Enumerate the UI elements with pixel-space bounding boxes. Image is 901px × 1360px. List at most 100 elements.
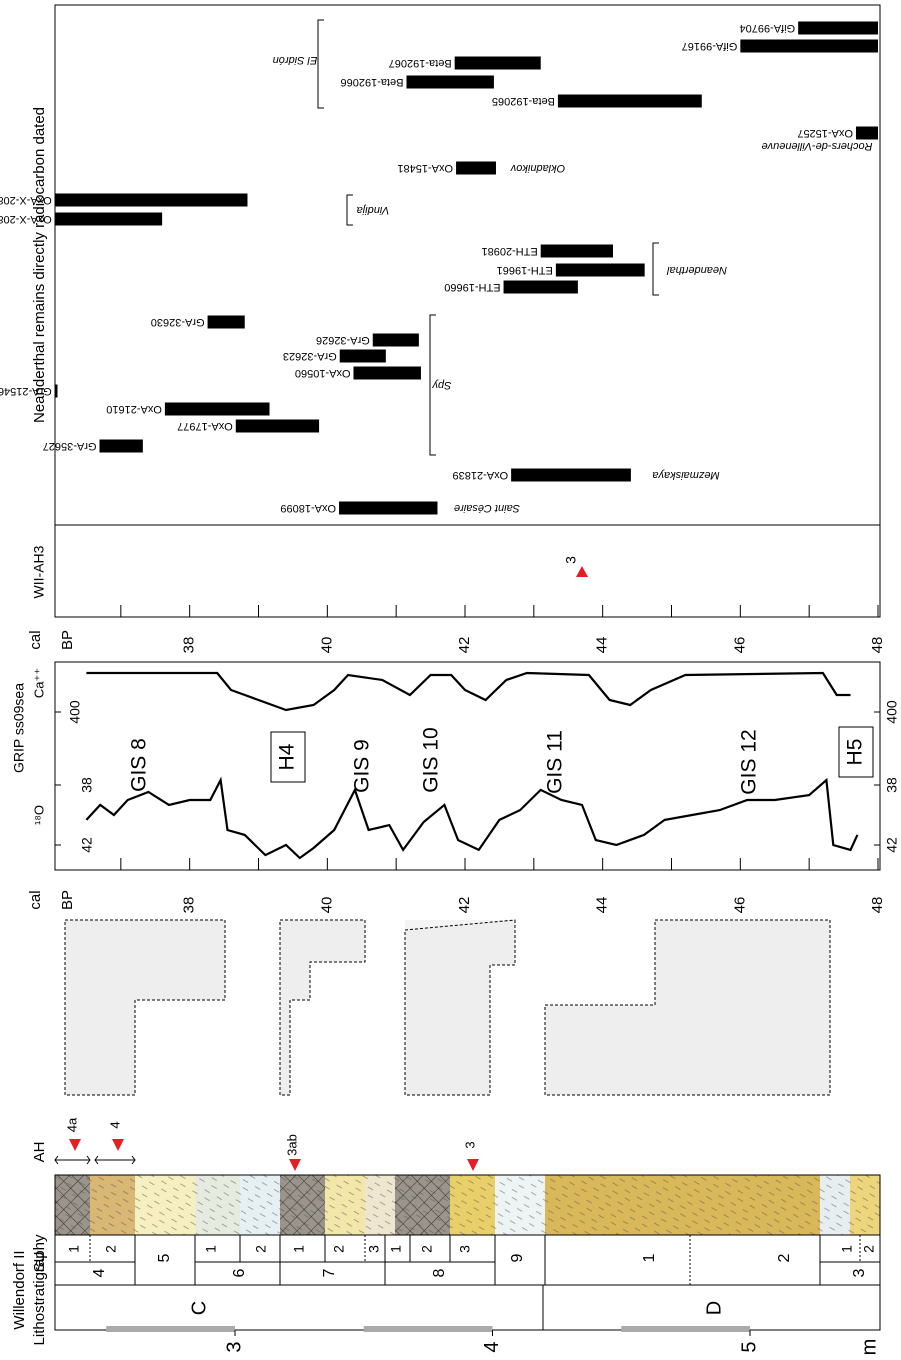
- su-number: 9: [509, 1253, 526, 1262]
- sample-label: GifA-99704: [739, 22, 795, 34]
- sub-su-number: 1: [291, 1245, 307, 1253]
- date-bar: [511, 468, 631, 482]
- sample-label: Beta-192065: [492, 95, 555, 107]
- ah-marker: [289, 1159, 301, 1171]
- date-bar: [339, 501, 438, 515]
- su-number: 7: [321, 1268, 338, 1277]
- date-bar: [235, 419, 320, 433]
- sub-su-number: 3: [366, 1245, 382, 1253]
- date-bar: [740, 39, 878, 53]
- x-label: cal: [27, 630, 44, 649]
- sub-su-number: 1: [66, 1245, 82, 1253]
- site-bracket: [652, 242, 659, 296]
- step-shape: [64, 919, 226, 1096]
- sub-su-number: 2: [253, 1245, 269, 1253]
- occupation-steps: [64, 919, 831, 1096]
- annotation: H4: [276, 743, 299, 770]
- sample-label: ETH-20981: [481, 245, 537, 257]
- date-bar: [54, 193, 248, 207]
- sample-label: OxA-21610: [106, 403, 162, 415]
- site-label: Vindija: [357, 204, 390, 216]
- su-number: 5: [156, 1253, 173, 1262]
- sample-label: GrA-35627: [43, 440, 97, 452]
- date-bar: [353, 366, 421, 380]
- sample-label: OxA-15481: [397, 162, 453, 174]
- sample-label: Beta-192066: [340, 76, 403, 88]
- ah-marker: [69, 1139, 81, 1151]
- litho-title: Lithostratigraphy: [31, 1234, 48, 1345]
- date-bar: [164, 402, 270, 416]
- sub-su-number: 1: [388, 1245, 404, 1253]
- unit-label: D: [703, 1301, 725, 1315]
- date-bar: [54, 384, 58, 398]
- ah-label: 4: [107, 1121, 122, 1128]
- sample-label: Beta-192067: [389, 57, 452, 69]
- litho-column: [54, 1174, 881, 1236]
- y2-tick-label: 400: [67, 700, 83, 724]
- dates-panel: [54, 4, 881, 618]
- step-shape: [279, 919, 366, 1096]
- x-tick-label: 48: [869, 637, 886, 654]
- series-line: [85, 776, 859, 860]
- site-label: Spy: [431, 379, 451, 391]
- x-tick-label: 40: [318, 637, 335, 654]
- site-label: Rochers-de-Villeneuve: [761, 140, 872, 152]
- x-tick-label: 42: [456, 637, 473, 654]
- ah-marker: [112, 1139, 124, 1151]
- depth-tick-label: 4: [481, 1341, 503, 1352]
- sub-su-number: 2: [331, 1245, 347, 1253]
- step-shape: [404, 919, 516, 1096]
- depth-tick-label: 3: [223, 1341, 245, 1352]
- su-number: 3: [851, 1268, 868, 1277]
- sub-su-number: 2: [419, 1245, 435, 1253]
- site-label: El Sidrón: [273, 54, 318, 66]
- date-bar: [339, 349, 386, 363]
- sub-su-number: 1: [203, 1245, 219, 1253]
- x-label: BP: [59, 630, 76, 650]
- sample-label: OxA-18099: [280, 502, 336, 514]
- depth-scale-bar: [106, 1326, 235, 1332]
- sub-su-number: 2: [861, 1245, 877, 1253]
- sample-label: GifA-99167: [682, 40, 738, 52]
- annotation: GIS 11: [544, 730, 567, 794]
- date-bar: [372, 333, 419, 347]
- site-bracket: [429, 314, 436, 456]
- site-marker: [576, 566, 589, 577]
- y-tick-label: 38: [884, 777, 900, 793]
- sample-label: OxA-X-2089-06: [0, 213, 52, 225]
- x-tick-label: 38: [181, 897, 198, 914]
- x-tick-label: 42: [456, 897, 473, 914]
- litho-title: Willendorf II: [11, 1250, 28, 1329]
- annotation-box: [270, 731, 306, 783]
- sample-label: OxA-17977: [177, 420, 233, 432]
- sub-su-number: 1: [839, 1245, 855, 1253]
- annotation: H5: [844, 739, 867, 766]
- x-tick-label: 44: [594, 637, 611, 654]
- sample-label: GrA-32626: [316, 334, 370, 346]
- sample-label: OxA-X-2089-07: [0, 194, 52, 206]
- unit-label: C: [188, 1301, 210, 1315]
- date-bar: [406, 75, 494, 89]
- x-label: cal: [27, 890, 44, 909]
- annotation: GIS 10: [420, 727, 443, 792]
- sub-su-number: 2: [103, 1245, 119, 1253]
- site-bracket: [317, 19, 324, 109]
- date-bar: [503, 280, 578, 294]
- chart-title: Neanderthal remains directly radiocarbon…: [31, 107, 48, 423]
- depth-scale-bar: [363, 1326, 493, 1332]
- depth-unit: m: [858, 1339, 880, 1356]
- site-label: Okladnikov: [509, 162, 565, 174]
- su-label: SU: [31, 1252, 48, 1273]
- y2-tick-label: 400: [884, 700, 900, 724]
- site-marker-label: 3: [563, 556, 579, 564]
- su-number: 1: [641, 1253, 658, 1262]
- date-bar: [855, 126, 878, 140]
- site-label: Mezmaiskaya: [652, 469, 719, 481]
- date-bar: [555, 263, 645, 277]
- sample-label: OxA-21839: [452, 469, 508, 481]
- sample-label: GrA-32623: [283, 350, 337, 362]
- sample-label: GrA-32630: [151, 316, 205, 328]
- date-bar: [99, 439, 143, 453]
- sample-label: OxA-10560: [295, 367, 351, 379]
- annotation-box: [838, 726, 874, 778]
